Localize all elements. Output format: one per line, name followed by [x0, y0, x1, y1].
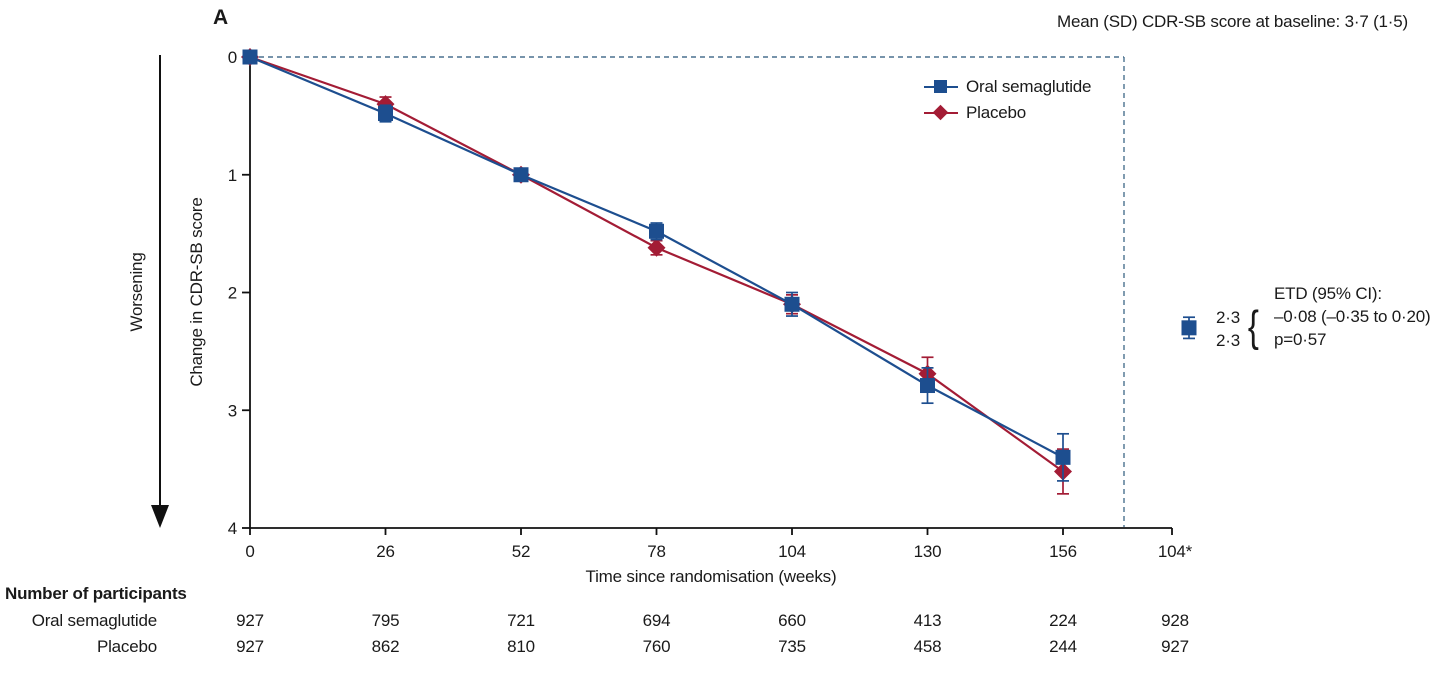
worsening-arrow-line [159, 55, 161, 507]
participants-count: 244 [1049, 637, 1077, 656]
legend-line-sample [924, 105, 958, 121]
x-tick-label: 78 [647, 542, 666, 561]
etd-pvalue: p=0·57 [1274, 330, 1327, 349]
x-tick-label: 156 [1049, 542, 1077, 561]
baseline-note: Mean (SD) CDR-SB score at baseline: 3·7 … [1057, 12, 1408, 31]
etd-annotation: ETD (95% CI): –0·08 (–0·35 to 0·20) p=0·… [1274, 282, 1431, 351]
data-point-oral-semaglutide [649, 223, 664, 239]
legend-label: Placebo [966, 103, 1027, 122]
legend-label: Oral semaglutide [966, 77, 1092, 96]
data-point-oral-semaglutide [513, 167, 529, 183]
endpoint-marker [1181, 320, 1197, 336]
participants-count: 928 [1161, 611, 1189, 630]
x-tick-label: 26 [376, 542, 395, 561]
participants-count: 760 [642, 637, 671, 656]
participants-count: 927 [236, 611, 264, 630]
data-point-oral-semaglutide [1055, 449, 1071, 465]
endpoint-value-labels: 2·3 2·3 [1216, 307, 1240, 352]
endpoint-value-placebo: 2·3 [1216, 330, 1240, 350]
x-tick-label: 0 [245, 542, 254, 561]
participants-count: 810 [507, 637, 535, 656]
participants-count: 795 [371, 611, 400, 630]
x-tick-label: 104* [1158, 542, 1193, 561]
y-tick-label: 3 [228, 401, 237, 420]
y-tick-label: 0 [228, 48, 237, 67]
participants-heading: Number of participants [5, 584, 187, 603]
panel-label: A [213, 6, 228, 29]
participants-count: 413 [913, 611, 942, 630]
participants-count: 927 [1161, 637, 1189, 656]
participants-count: 721 [507, 611, 535, 630]
y-tick-label: 2 [228, 284, 237, 303]
participants-count: 458 [913, 637, 942, 656]
legend-item-placebo: Placebo [924, 100, 1091, 126]
square-marker-icon [934, 80, 947, 94]
participants-count: 862 [371, 637, 400, 656]
endpoint-value-semaglutide: 2·3 [1216, 308, 1240, 327]
y-tick-label: 4 [228, 519, 237, 538]
participants-row-label: Oral semaglutide [31, 611, 158, 630]
data-point-oral-semaglutide [920, 378, 935, 394]
legend-line-sample [924, 80, 958, 94]
worsening-label: Worsening [127, 252, 146, 332]
x-tick-label: 130 [914, 542, 942, 561]
legend-item-oral-semaglutide: Oral semaglutide [924, 74, 1092, 100]
y-tick-label: 1 [228, 166, 237, 185]
participants-count: 694 [642, 611, 671, 630]
worsening-arrow-head-icon [151, 505, 169, 528]
x-tick-label: 52 [512, 542, 531, 561]
data-point-oral-semaglutide [378, 106, 393, 122]
x-axis-title: Time since randomisation (weeks) [585, 567, 837, 586]
participants-row-label: Placebo [96, 637, 157, 656]
participants-count: 927 [236, 637, 264, 656]
data-point-oral-semaglutide [242, 49, 258, 65]
participants-count: 660 [778, 611, 806, 630]
y-axis-title: Change in CDR-SB score [187, 197, 206, 387]
participants-count: 735 [778, 637, 806, 656]
brace-glyph: { [1247, 302, 1259, 351]
participants-count: 224 [1049, 611, 1077, 630]
etd-heading: ETD (95% CI): [1274, 284, 1382, 303]
data-point-placebo [647, 238, 666, 257]
diamond-marker-icon [932, 105, 949, 121]
chart-legend: Oral semaglutide Placebo [924, 74, 1092, 126]
etd-estimate: –0·08 (–0·35 to 0·20) [1274, 307, 1431, 326]
x-tick-label: 104 [778, 542, 806, 561]
data-point-oral-semaglutide [784, 296, 800, 312]
